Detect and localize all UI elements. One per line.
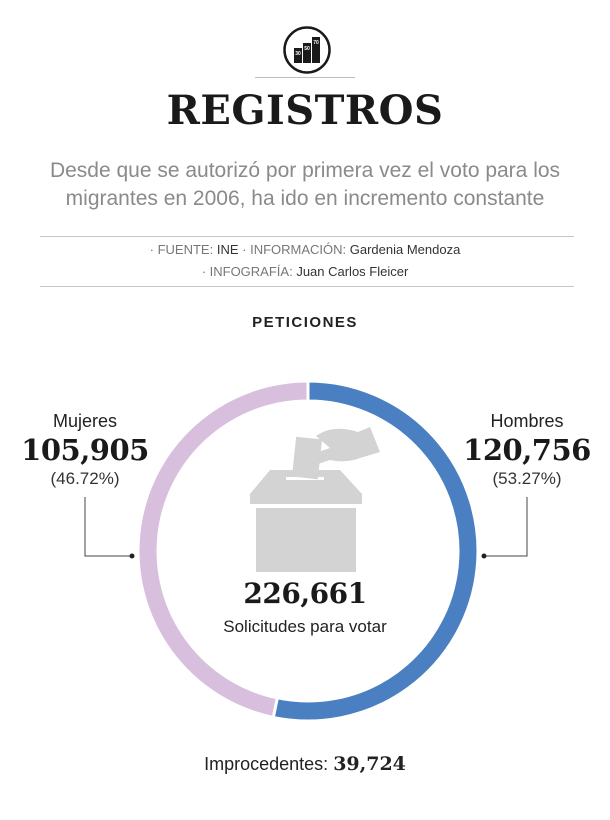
credits-top-rule — [40, 236, 574, 237]
logo-bar-label-2: 50 — [304, 46, 310, 52]
fuente-key: · FUENTE: — [149, 242, 214, 257]
credits-line-1: · FUENTE: INE · INFORMACIÓN: Gardenia Me… — [0, 241, 610, 259]
hombres-label-group: Hombres 120,756 (53.27%) — [447, 410, 607, 490]
page-subtitle: Desde que se autorizó por primera vez el… — [20, 157, 590, 213]
credits-bottom-rule — [40, 286, 574, 287]
mujeres-leader-line — [84, 497, 132, 557]
credits-line-2: · INFOGRAFÍA: Juan Carlos Fleicer — [0, 263, 610, 281]
logo-divider — [255, 77, 355, 78]
ballot-box-icon — [250, 427, 380, 572]
infografia-key: · INFOGRAFÍA: — [201, 264, 293, 279]
chart-section-title: PETICIONES — [252, 314, 358, 331]
info-value: Gardenia Mendoza — [349, 242, 461, 257]
total-caption: Solicitudes para votar — [223, 617, 387, 636]
fuente-value: INE — [216, 242, 239, 257]
mujeres-leader-dot — [129, 553, 135, 559]
logo-bar-label-1: 30 — [295, 51, 301, 57]
hombres-label: Hombres — [490, 411, 564, 431]
improcedentes-line: Improcedentes: 39,724 — [0, 752, 610, 776]
page-title: REGISTROS — [166, 87, 444, 134]
mujeres-value: 105,905 — [21, 433, 149, 467]
infografia-value: Juan Carlos Fleicer — [296, 264, 409, 279]
subtitle-line-1: Desde que se autorizó por primera vez el… — [49, 159, 561, 182]
improcedentes-label: Improcedentes: — [204, 754, 329, 774]
info-key: · INFORMACIÓN: — [242, 242, 347, 257]
donut-slice-mujeres — [136, 379, 310, 720]
mujeres-percent: (46.72%) — [50, 469, 120, 488]
mujeres-label: Mujeres — [52, 411, 118, 431]
hombres-leader-dot — [481, 553, 487, 559]
hombres-value: 120,756 — [463, 433, 591, 467]
total-value: 226,661 — [243, 577, 367, 610]
logo-bar-label-3: 70 — [313, 40, 319, 46]
bar-chart-buildings-icon: 30 50 70 — [283, 26, 331, 74]
subtitle-line-2: migrantes en 2006, ha ido en incremento … — [65, 187, 545, 210]
hombres-leader-line — [484, 497, 528, 557]
improcedentes-value: 39,724 — [333, 753, 406, 775]
mujeres-label-group: Mujeres 105,905 (46.72%) — [5, 410, 165, 490]
hombres-percent: (53.27%) — [492, 469, 562, 488]
